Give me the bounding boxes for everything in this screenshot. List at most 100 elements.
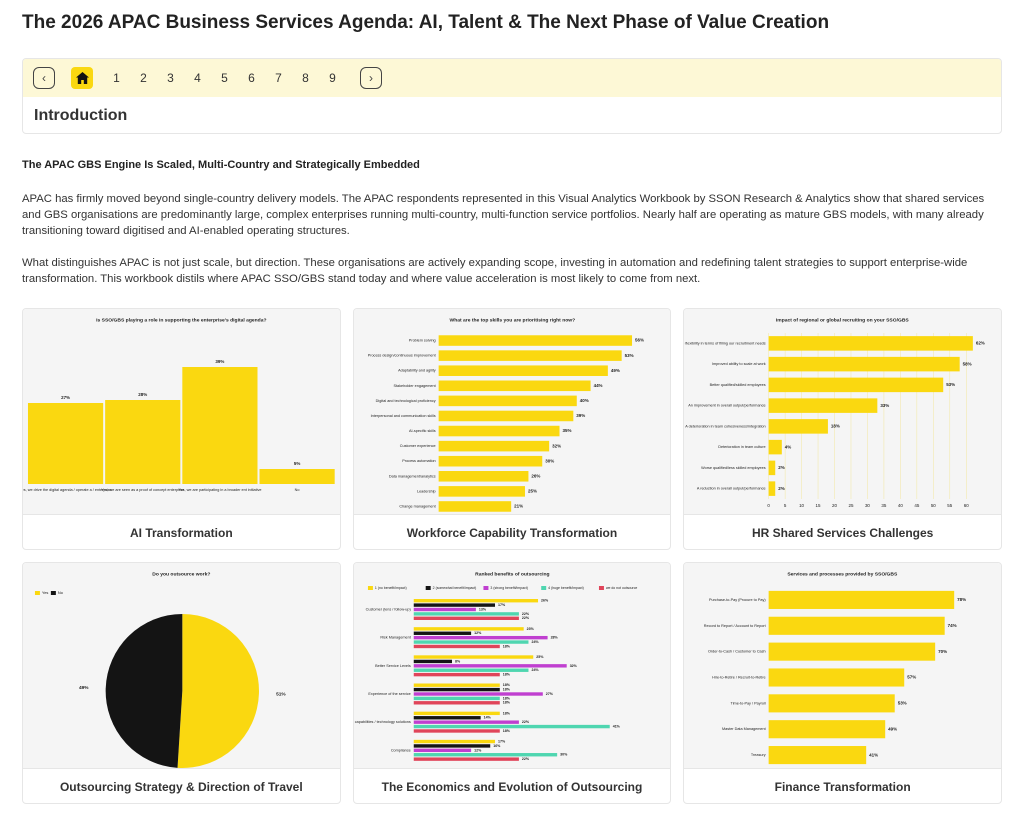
legend-label: 2 (somewhat benefit/impact) xyxy=(432,586,476,590)
value-label: 35% xyxy=(562,428,571,433)
home-button[interactable] xyxy=(71,67,93,89)
value-label: 51% xyxy=(276,691,286,697)
bar xyxy=(413,701,500,705)
legend-label: 1 (no benefit/impact) xyxy=(375,586,407,590)
category-label: An improvement in overall output/perform… xyxy=(689,404,766,408)
category-label: Interpersonal and communication skills xyxy=(370,414,435,418)
category-label: Master Data Management xyxy=(722,727,767,731)
bar xyxy=(438,486,525,497)
category-label: Process automation xyxy=(402,459,435,463)
category-label: Change management xyxy=(399,504,436,508)
card-grid: Is SSO/GBS playing a role in supporting … xyxy=(22,308,1002,804)
page-link[interactable]: 1 xyxy=(113,71,120,85)
page-link[interactable]: 3 xyxy=(167,71,174,85)
page-link[interactable]: 6 xyxy=(248,71,255,85)
page-link[interactable]: 7 xyxy=(275,71,282,85)
category-label: Yes, we drive the digital agenda / opera… xyxy=(23,488,112,492)
value-label: 18% xyxy=(502,729,510,733)
card[interactable]: Impact of regional or global recruiting … xyxy=(683,308,1002,550)
value-label: 17% xyxy=(498,739,506,743)
bar xyxy=(438,410,573,422)
bar xyxy=(438,440,549,452)
bar xyxy=(413,720,519,724)
bar xyxy=(413,612,519,616)
bar xyxy=(413,635,548,640)
legend-swatch xyxy=(540,586,546,590)
value-label: 32% xyxy=(552,443,561,448)
next-button[interactable]: › xyxy=(360,67,382,89)
bar xyxy=(438,395,577,407)
legend-swatch xyxy=(483,586,489,590)
value-label: 53% xyxy=(898,701,907,706)
prev-button[interactable]: ‹ xyxy=(33,67,55,89)
bar xyxy=(768,460,776,476)
bar xyxy=(413,640,529,644)
category-label: Risk Management xyxy=(380,636,411,640)
bar xyxy=(413,739,495,744)
category-label: Digital and technological proficiency xyxy=(375,399,435,403)
value-label: 24% xyxy=(531,668,539,672)
category-label: Customer experience xyxy=(399,444,435,448)
value-label: 28% xyxy=(550,636,558,640)
page-link[interactable]: 2 xyxy=(140,71,147,85)
value-label: 18% xyxy=(502,673,510,677)
bar xyxy=(438,365,608,376)
card[interactable]: Do you outsource work? 51% Yes 49% No Outsour… xyxy=(22,562,341,804)
card[interactable]: Services and processes provided by SSO/G… xyxy=(683,562,1002,804)
card[interactable]: Is SSO/GBS playing a role in supporting … xyxy=(22,308,341,550)
bar xyxy=(768,439,783,455)
card-caption: HR Shared Services Challenges xyxy=(684,514,1001,549)
category-label: Better qualified/skilled employees xyxy=(710,383,766,387)
value-label: 49% xyxy=(610,368,619,373)
card-chart: Ranked benefits of outsourcing 1 (no bene… xyxy=(353,563,671,768)
category-label: Yes, we are participating in a broader e… xyxy=(178,488,261,492)
bar xyxy=(413,664,567,668)
bar xyxy=(438,335,632,346)
page-link[interactable]: 4 xyxy=(194,71,201,85)
x-tick-label: 40 xyxy=(898,503,903,508)
card[interactable]: Ranked benefits of outsourcing 1 (no bene… xyxy=(352,562,672,804)
page-link[interactable]: 9 xyxy=(329,71,336,85)
bar xyxy=(768,668,905,687)
bar xyxy=(413,753,557,757)
category-label: Order-to-Cash / Customer to Cash xyxy=(708,650,766,654)
category-label: Purchase-to-Pay (Procure to Pay) xyxy=(709,598,766,602)
value-label: 12% xyxy=(474,631,482,635)
category-label: Deterioration in team culture xyxy=(719,445,766,449)
card-caption: The Economics and Evolution of Outsourci… xyxy=(353,768,671,803)
bar xyxy=(413,659,452,664)
page-link[interactable]: 5 xyxy=(221,71,228,85)
value-label: 22% xyxy=(522,616,530,620)
x-tick-label: 35 xyxy=(882,503,887,508)
bar xyxy=(768,398,878,413)
pie-slice xyxy=(177,614,259,768)
value-label: 2% xyxy=(779,486,785,491)
bar xyxy=(259,469,335,484)
value-label: 4% xyxy=(785,444,791,449)
legend-label: No xyxy=(58,590,64,595)
chart-title: Is SSO/GBS playing a role in supporting … xyxy=(96,317,266,323)
x-tick-label: 45 xyxy=(915,503,920,508)
bar xyxy=(413,687,500,692)
card[interactable]: What are the top skills you are prioriti… xyxy=(352,308,672,550)
category-label: Compliance xyxy=(390,748,410,752)
value-label: 53% xyxy=(947,382,956,387)
value-label: 30% xyxy=(560,753,568,757)
bar xyxy=(438,455,542,467)
value-label: 18% xyxy=(502,644,510,648)
value-label: 49% xyxy=(79,685,89,691)
card-chart: Impact of regional or global recruiting … xyxy=(684,309,1001,514)
category-label: AI-specific skills xyxy=(409,429,436,433)
bar xyxy=(438,380,591,392)
value-label: 24% xyxy=(531,640,539,644)
intro-paragraph: What distinguishes APAC is not just scal… xyxy=(22,257,968,285)
page-link[interactable]: 8 xyxy=(302,71,309,85)
legend-label: Yes xyxy=(42,590,48,595)
bar xyxy=(413,627,524,631)
x-tick-label: 20 xyxy=(832,503,837,508)
bar xyxy=(413,631,471,635)
x-tick-label: 10 xyxy=(799,503,804,508)
chart-title: Ranked benefits of outsourcing xyxy=(475,571,549,577)
value-label: 25% xyxy=(528,489,537,494)
value-label: 2% xyxy=(779,465,785,470)
